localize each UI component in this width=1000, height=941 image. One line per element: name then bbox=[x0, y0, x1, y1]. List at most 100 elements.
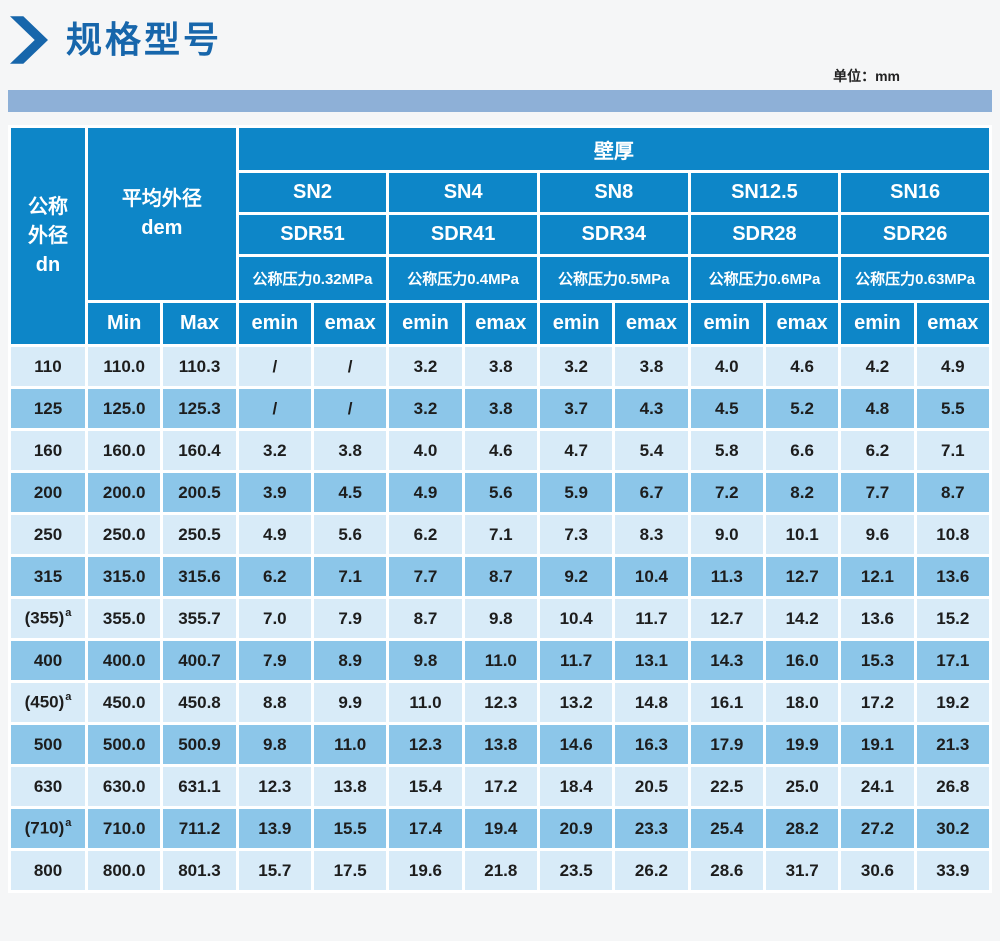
cell-value: 6.2 bbox=[235, 554, 314, 599]
header-sn: SN8 bbox=[536, 170, 691, 215]
cell-value: 7.9 bbox=[310, 596, 390, 641]
cell-value: 11.0 bbox=[310, 722, 390, 767]
cell-value: / bbox=[310, 344, 390, 389]
cell-value: 19.9 bbox=[762, 722, 842, 767]
header-pressure: 公称压力0.32MPa bbox=[235, 254, 390, 303]
cell-value: 6.2 bbox=[386, 512, 465, 557]
cell-value: 16.0 bbox=[762, 638, 842, 683]
cell-value: 5.5 bbox=[913, 386, 993, 431]
cell-value: 25.4 bbox=[687, 806, 766, 851]
chevron-icon bbox=[10, 16, 48, 64]
cell-value: 9.0 bbox=[687, 512, 766, 557]
cell-value: 26.2 bbox=[612, 848, 691, 893]
header-row-minmax: Min Max emin emax emin emax emin emax em… bbox=[10, 300, 993, 347]
cell-value: 14.6 bbox=[536, 722, 616, 767]
cell-value: 15.2 bbox=[913, 596, 993, 641]
cell-value: 710.0 bbox=[84, 806, 164, 851]
cell-value: 14.3 bbox=[687, 638, 766, 683]
cell-value: 13.2 bbox=[536, 680, 616, 725]
header-sdr: SDR26 bbox=[838, 212, 992, 257]
cell-value: 23.3 bbox=[612, 806, 691, 851]
cell-value: 4.2 bbox=[838, 344, 917, 389]
page: 规格型号 单位：mm 公称 外径 dn 平均外径 dem 壁厚 SN2 SN4 … bbox=[8, 16, 993, 893]
cell-value: 200.0 bbox=[84, 470, 164, 515]
cell-dn: 800 bbox=[8, 848, 88, 893]
cell-value: 7.1 bbox=[913, 428, 993, 473]
cell-value: 12.3 bbox=[235, 764, 314, 809]
cell-value: 250.5 bbox=[160, 512, 239, 557]
table-row: (710)a 710.0 711.2 13.9 15.5 17.4 19.4 20.9 23.3… bbox=[8, 806, 993, 851]
cell-value: 630.0 bbox=[84, 764, 164, 809]
cell-value: 28.2 bbox=[762, 806, 842, 851]
cell-value: 4.0 bbox=[687, 344, 766, 389]
cell-value: 17.1 bbox=[913, 638, 993, 683]
cell-value: 315.0 bbox=[84, 554, 164, 599]
cell-value: 19.4 bbox=[461, 806, 540, 851]
cell-value: 8.2 bbox=[762, 470, 842, 515]
footnote-marker: a bbox=[65, 817, 72, 830]
spec-table-header: 公称 外径 dn 平均外径 dem 壁厚 SN2 SN4 SN8 SN12.5 … bbox=[8, 125, 993, 347]
header-sn: SN4 bbox=[386, 170, 540, 215]
cell-value: 3.8 bbox=[612, 344, 691, 389]
cell-value: 17.5 bbox=[310, 848, 390, 893]
table-row: 125 125.0 125.3//3.2 3.8 3.7 4.3 4.5 5.2 4.8 5.5 bbox=[8, 386, 993, 431]
cell-dn: 400 bbox=[8, 638, 88, 683]
cell-value: 17.2 bbox=[461, 764, 540, 809]
cell-value: 4.6 bbox=[762, 344, 842, 389]
header-emax: emax bbox=[913, 300, 993, 347]
cell-value: 3.2 bbox=[386, 344, 465, 389]
cell-value: 5.4 bbox=[612, 428, 691, 473]
cell-value: 5.6 bbox=[310, 512, 390, 557]
cell-value: 15.4 bbox=[386, 764, 465, 809]
cell-value: 4.5 bbox=[687, 386, 766, 431]
cell-value: 28.6 bbox=[687, 848, 766, 893]
table-row: (450)a 450.0 450.8 8.8 9.9 11.0 12.3 13.2 14.8 16… bbox=[8, 680, 993, 725]
cell-value: 6.6 bbox=[762, 428, 842, 473]
header-sn: SN16 bbox=[838, 170, 992, 215]
cell-value: 6.2 bbox=[838, 428, 917, 473]
cell-value: 4.0 bbox=[386, 428, 465, 473]
header-wall-thickness: 壁厚 bbox=[235, 125, 993, 173]
cell-value: 30.6 bbox=[838, 848, 917, 893]
header-row-wall: 公称 外径 dn 平均外径 dem 壁厚 bbox=[8, 125, 993, 347]
cell-value: 21.3 bbox=[913, 722, 993, 767]
cell-value: 31.7 bbox=[762, 848, 842, 893]
cell-value: 12.7 bbox=[762, 554, 842, 599]
table-row: 250 250.0 250.5 4.9 5.6 6.2 7.1 7.3 8.3 9.0 10.1 9.… bbox=[8, 512, 993, 557]
cell-value: 4.6 bbox=[461, 428, 540, 473]
cell-value: 13.8 bbox=[310, 764, 390, 809]
cell-dn: (450)a bbox=[8, 680, 88, 725]
cell-value: 27.2 bbox=[838, 806, 917, 851]
cell-value: 14.8 bbox=[612, 680, 691, 725]
header-sn: SN2 bbox=[235, 170, 390, 215]
header-emax: emax bbox=[762, 300, 842, 347]
cell-value: 7.1 bbox=[310, 554, 390, 599]
cell-value: 22.5 bbox=[687, 764, 766, 809]
cell-value: 6.7 bbox=[612, 470, 691, 515]
cell-value: 4.9 bbox=[235, 512, 314, 557]
cell-dn: 160 bbox=[8, 428, 88, 473]
cell-value: 125.0 bbox=[84, 386, 164, 431]
cell-value: 4.9 bbox=[386, 470, 465, 515]
cell-value: 11.0 bbox=[461, 638, 540, 683]
cell-value: 7.7 bbox=[838, 470, 917, 515]
cell-value: 500.0 bbox=[84, 722, 164, 767]
header-sdr: SDR34 bbox=[536, 212, 691, 257]
cell-dn: 630 bbox=[8, 764, 88, 809]
cell-value: 30.2 bbox=[913, 806, 993, 851]
table-row: 800 800.0 801.3 15.7 17.5 19.6 21.8 23.5 26.2 28.… bbox=[8, 848, 993, 893]
cell-value: 450.8 bbox=[160, 680, 239, 725]
cell-value: 355.0 bbox=[84, 596, 164, 641]
cell-value: 18.0 bbox=[762, 680, 842, 725]
cell-dn: 250 bbox=[8, 512, 88, 557]
cell-value: 3.2 bbox=[235, 428, 314, 473]
header-sdr: SDR41 bbox=[386, 212, 540, 257]
cell-value: 4.3 bbox=[612, 386, 691, 431]
cell-value: / bbox=[235, 344, 314, 389]
cell-value: 450.0 bbox=[84, 680, 164, 725]
cell-value: 16.3 bbox=[612, 722, 691, 767]
cell-value: 5.8 bbox=[687, 428, 766, 473]
cell-value: 9.2 bbox=[536, 554, 616, 599]
cell-value: 7.2 bbox=[687, 470, 766, 515]
header-row-sdr: SDR51 SDR41 SDR34 SDR28 SDR26 bbox=[10, 212, 992, 257]
